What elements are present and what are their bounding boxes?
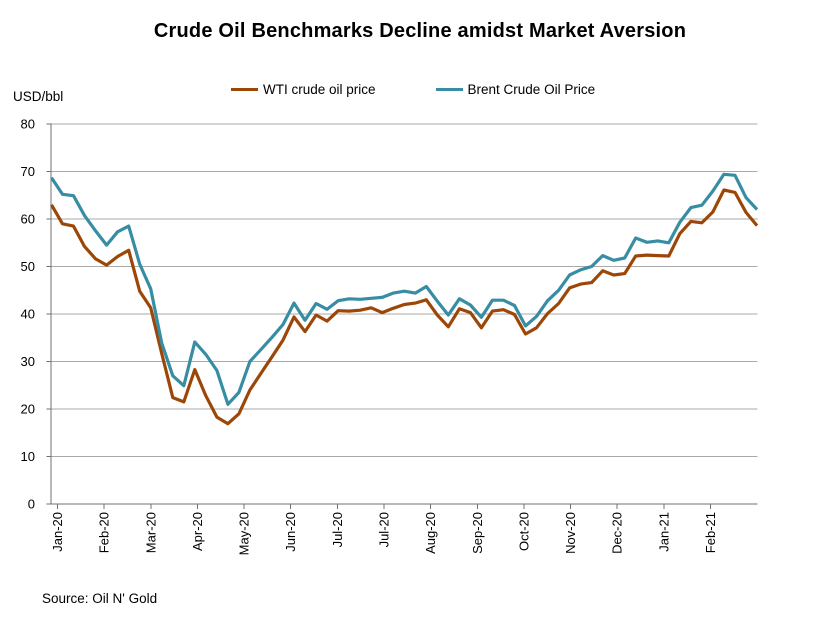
brent-line — [50, 172, 759, 406]
y-axis-unit-label: USD/bbl — [13, 89, 64, 104]
wti-line-swatch — [231, 87, 258, 92]
y-tick-label: 60 — [21, 212, 35, 227]
legend: WTI crude oil price Brent Crude Oil Pric… — [231, 82, 595, 97]
x-tick-label: Dec-20 — [610, 512, 625, 554]
y-tick-label: 50 — [21, 259, 35, 274]
x-tick-label: May-20 — [237, 512, 252, 555]
legend-label-wti: WTI crude oil price — [263, 82, 376, 97]
x-tick-label: Nov-20 — [563, 512, 578, 554]
x-tick-label: Aug-20 — [423, 512, 438, 554]
x-tick-label: Jan-20 — [50, 512, 65, 552]
y-tick-label: 80 — [21, 117, 35, 132]
chart-title: Crude Oil Benchmarks Decline amidst Mark… — [153, 20, 687, 42]
x-tick-label: Apr-20 — [190, 512, 205, 551]
legend-item-brent: Brent Crude Oil Price — [435, 82, 596, 97]
x-tick-label: Jul-20 — [377, 512, 392, 547]
x-tick-label: Oct-20 — [516, 512, 531, 551]
x-tick-label: Sep-20 — [470, 512, 485, 554]
wti-line — [50, 188, 759, 426]
x-tick-label: Jan-21 — [656, 512, 671, 552]
y-tick-label: 30 — [21, 354, 35, 369]
y-tick-label: 10 — [21, 449, 35, 464]
y-tick-label: 40 — [21, 307, 35, 322]
legend-item-wti: WTI crude oil price — [231, 82, 376, 97]
x-tick-label: Jun-20 — [283, 512, 298, 552]
y-tick-label: 0 — [28, 497, 35, 512]
x-tick-label: Feb-21 — [703, 512, 718, 553]
source-note: Source: Oil N' Gold — [42, 591, 158, 606]
y-tick-label: 70 — [21, 164, 35, 179]
x-tick-label: Jul-20 — [330, 512, 345, 547]
legend-label-brent: Brent Crude Oil Price — [467, 82, 596, 97]
brent-line-swatch — [435, 87, 463, 92]
y-tick-label: 20 — [21, 402, 35, 417]
x-tick-label: Mar-20 — [143, 512, 158, 553]
x-tick-label: Feb-20 — [97, 512, 112, 553]
